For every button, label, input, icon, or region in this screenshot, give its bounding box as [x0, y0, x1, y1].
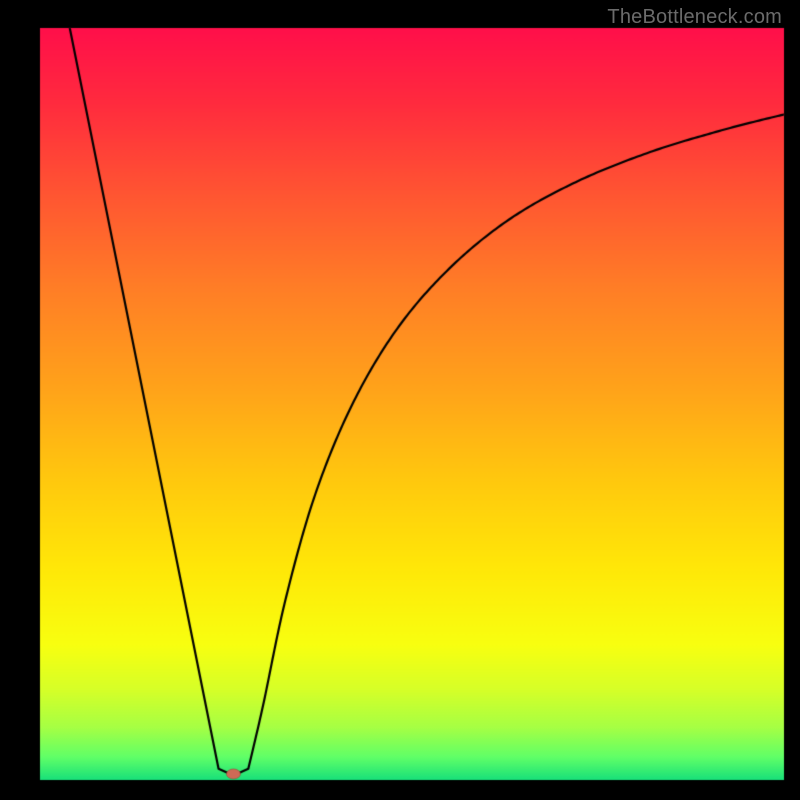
watermark-label: TheBottleneck.com	[607, 6, 782, 29]
minimum-marker-canvas	[0, 0, 800, 800]
chart-container: TheBottleneck.com	[0, 0, 800, 800]
